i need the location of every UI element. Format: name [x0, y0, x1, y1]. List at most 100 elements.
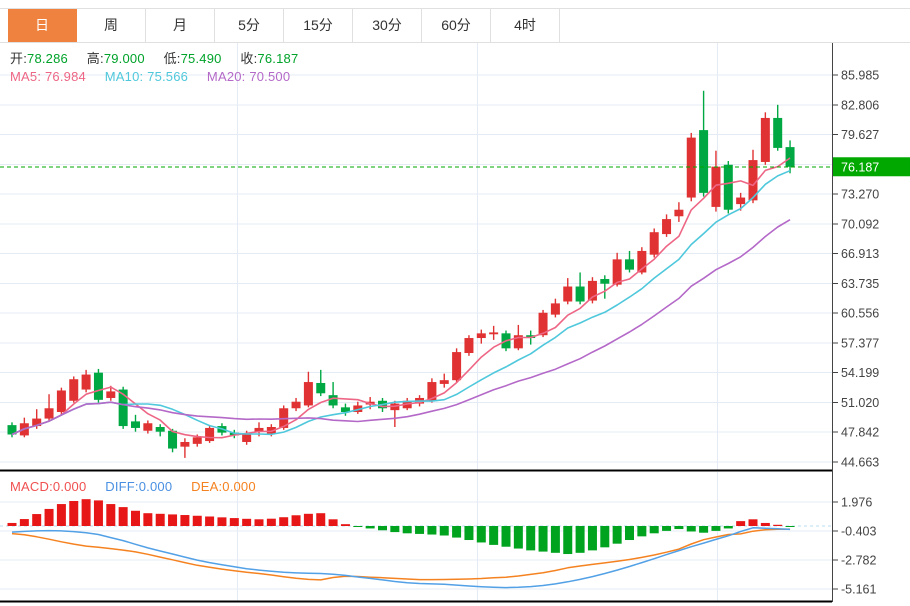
macd-axis-label: -0.403 — [841, 524, 876, 538]
macd-bar — [587, 526, 597, 551]
diff-label: DIFF: — [105, 479, 139, 494]
open-value: 78.286 — [27, 51, 68, 66]
price-axis-label: 54.199 — [841, 366, 879, 380]
low-value: 75.490 — [180, 51, 222, 66]
macd-bar — [625, 526, 634, 541]
diff-line — [11, 527, 791, 589]
macd-bar — [229, 518, 239, 526]
price-axis-label: 57.377 — [841, 336, 879, 350]
dea-value: 0.000 — [222, 479, 256, 494]
ma5-value: 76.984 — [44, 69, 86, 84]
candle — [600, 275, 610, 299]
macd-bar — [279, 517, 289, 526]
macd-bar — [637, 526, 647, 537]
macd-bar — [155, 513, 165, 526]
macd-bar — [674, 526, 684, 530]
macd-bar — [242, 518, 252, 526]
macd-bar — [723, 526, 733, 529]
tab-min15[interactable]: 15分 — [284, 9, 353, 42]
candle — [205, 425, 215, 443]
tab-day[interactable]: 日 — [8, 9, 77, 42]
candle — [7, 422, 17, 438]
macd-bar — [600, 526, 610, 548]
macd-bar — [773, 524, 783, 526]
macd-bar — [513, 526, 523, 549]
macd-bar — [365, 526, 375, 529]
candle — [168, 428, 178, 453]
price-axis-label: 51.020 — [841, 396, 879, 410]
candle — [303, 371, 313, 408]
close-value: 76.187 — [257, 51, 299, 66]
tab-min5[interactable]: 5分 — [215, 9, 284, 42]
candle — [81, 369, 91, 393]
candle — [56, 387, 66, 415]
candle — [489, 325, 499, 340]
tab-week[interactable]: 周 — [77, 9, 146, 42]
candle — [723, 161, 733, 214]
candle — [686, 132, 696, 202]
candle — [143, 420, 153, 434]
candle — [674, 202, 684, 222]
candle — [773, 104, 783, 151]
macd-bar — [180, 515, 190, 526]
macd-bar — [390, 526, 400, 533]
tab-hour4[interactable]: 4时 — [491, 9, 560, 42]
candle — [180, 438, 190, 458]
candle — [711, 150, 721, 212]
macd-axis-label: -5.161 — [841, 582, 876, 596]
macd-bar — [748, 519, 758, 526]
candle — [93, 368, 103, 403]
high-value: 79.000 — [103, 51, 145, 66]
macd-bar — [205, 516, 215, 526]
current-price-badge — [833, 157, 910, 177]
candle — [612, 252, 622, 287]
candle — [69, 376, 79, 403]
candle — [550, 298, 560, 318]
macd-bar — [69, 501, 79, 526]
price-axis-label: 63.735 — [841, 277, 879, 291]
price-axis-label: 60.556 — [841, 307, 879, 321]
macd-value: 0.000 — [52, 479, 87, 494]
tab-min60[interactable]: 60分 — [422, 9, 491, 42]
macd-bar — [427, 526, 437, 535]
current-price-label: 76.187 — [841, 160, 879, 174]
macd-bar — [711, 526, 721, 531]
macd-bar — [378, 526, 387, 531]
macd-bar — [143, 513, 153, 526]
macd-bar — [328, 519, 338, 526]
macd-bar — [291, 515, 301, 526]
ma20-label: MA20: — [206, 69, 246, 84]
macd-bar — [303, 513, 313, 526]
candle — [390, 400, 400, 428]
candle — [637, 247, 647, 275]
candle — [563, 278, 573, 305]
close-label: 收: — [240, 51, 258, 66]
macd-bar — [217, 517, 227, 526]
ma10-value: 75.566 — [147, 69, 189, 84]
candle — [662, 214, 672, 237]
macd-bar — [649, 526, 659, 534]
ohlc-readout: 开:78.286 高:79.000 低:75.490 收:76.187 — [10, 48, 313, 67]
price-axis-label: 79.627 — [841, 128, 879, 142]
ma20-line — [11, 219, 791, 436]
candle — [131, 414, 140, 432]
candle — [328, 382, 338, 409]
macd-layer — [0, 499, 832, 589]
macd-bar — [489, 526, 499, 545]
ma20-value: 70.500 — [249, 69, 291, 84]
tab-month[interactable]: 月 — [146, 9, 215, 42]
macd-bar — [538, 526, 548, 552]
macd-bar — [168, 514, 178, 526]
tab-min30[interactable]: 30分 — [353, 9, 422, 42]
candle — [625, 250, 634, 273]
macd-bar — [415, 526, 425, 534]
low-label: 低: — [163, 51, 181, 66]
macd-bar — [476, 526, 486, 543]
ma5-label: MA5: — [10, 69, 42, 84]
candle — [476, 329, 486, 344]
macd-bar — [699, 526, 709, 533]
candle — [106, 385, 116, 401]
macd-bar — [686, 526, 696, 532]
